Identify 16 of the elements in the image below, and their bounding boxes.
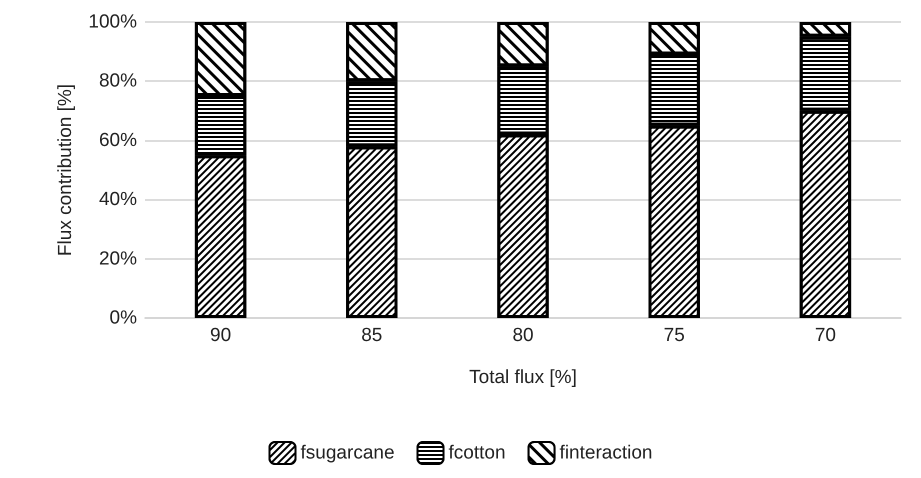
legend-label: fsugarcane [300, 442, 395, 464]
y-tick-label: 100% [88, 12, 138, 32]
x-tick-label: 80 [512, 325, 534, 346]
y-tick-label: 0% [110, 308, 138, 328]
y-tick-label: 20% [98, 248, 138, 270]
x-tick-label: 90 [210, 325, 232, 346]
x-tick-label: 75 [664, 325, 685, 346]
legend-label: finteraction [560, 442, 653, 464]
legend-label: fcotton [448, 442, 506, 464]
y-tick-label: 40% [98, 189, 138, 210]
x-tick-label: 85 [361, 325, 382, 346]
x-tick-label: 70 [814, 325, 836, 346]
y-tick-label: 60% [98, 130, 138, 151]
x-axis-title: Total flux [%] [469, 367, 577, 388]
y-tick-label: 80% [98, 70, 138, 92]
y-axis-title: Flux contribution [%] [55, 84, 76, 256]
